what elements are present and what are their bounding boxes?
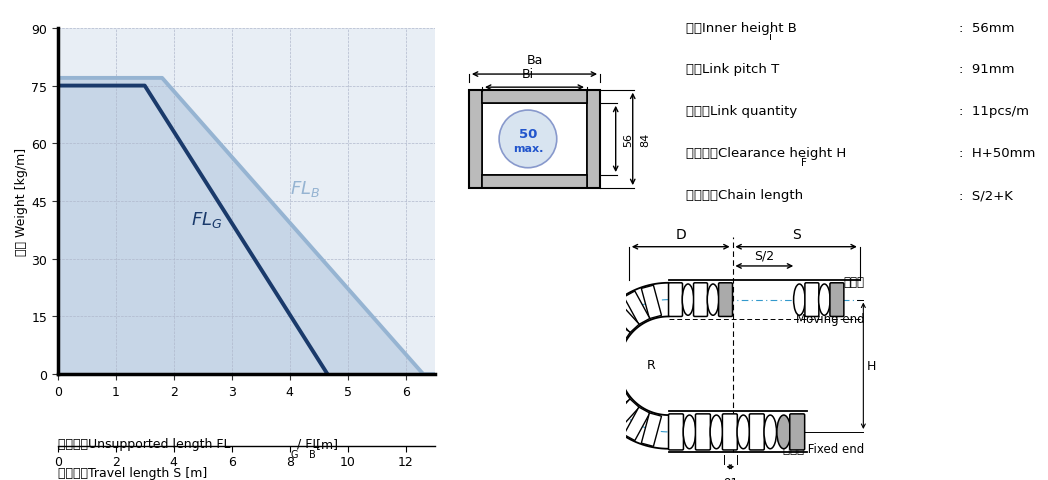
Text: 固定端 Fixed end: 固定端 Fixed end	[783, 442, 865, 455]
FancyBboxPatch shape	[719, 283, 733, 317]
Ellipse shape	[683, 415, 696, 449]
Bar	[470, 91, 599, 189]
Polygon shape	[641, 413, 661, 446]
Text: 节距Link pitch T: 节距Link pitch T	[686, 63, 780, 76]
Text: Moving end: Moving end	[795, 312, 865, 325]
Text: :  S/2+K: : S/2+K	[959, 189, 1012, 202]
Text: B: B	[309, 449, 315, 459]
Text: 内高Inner height B: 内高Inner height B	[686, 22, 798, 35]
FancyBboxPatch shape	[669, 414, 683, 450]
Text: D: D	[675, 227, 686, 241]
Text: F: F	[801, 157, 807, 168]
FancyBboxPatch shape	[722, 414, 738, 450]
FancyBboxPatch shape	[830, 283, 844, 317]
Text: 行程长度Travel length S [m]: 行程长度Travel length S [m]	[58, 466, 206, 479]
FancyBboxPatch shape	[696, 414, 711, 450]
Text: :  56mm: : 56mm	[959, 22, 1014, 35]
Bar	[470, 91, 599, 189]
FancyBboxPatch shape	[790, 414, 805, 450]
Text: R: R	[647, 359, 656, 372]
Text: / FL: / FL	[293, 437, 320, 450]
Text: max.: max.	[512, 144, 543, 154]
Bar	[482, 91, 587, 104]
Polygon shape	[597, 315, 630, 343]
Polygon shape	[641, 286, 661, 319]
Text: 56: 56	[624, 132, 634, 146]
Text: 84: 84	[640, 132, 651, 147]
Text: 91: 91	[723, 476, 738, 480]
Polygon shape	[624, 407, 650, 441]
Text: S: S	[791, 227, 801, 241]
Polygon shape	[590, 378, 624, 400]
Polygon shape	[597, 389, 630, 417]
Text: 架空长度Unsupported length FL: 架空长度Unsupported length FL	[58, 437, 231, 450]
FancyBboxPatch shape	[669, 283, 682, 317]
FancyBboxPatch shape	[749, 414, 764, 450]
Ellipse shape	[682, 284, 694, 316]
Text: 安装高度Clearance height H: 安装高度Clearance height H	[686, 147, 847, 160]
Text: 链节数Link quantity: 链节数Link quantity	[686, 105, 798, 118]
Polygon shape	[587, 350, 619, 366]
Polygon shape	[609, 301, 639, 333]
Ellipse shape	[793, 284, 805, 316]
Text: 拖链长度Chain length: 拖链长度Chain length	[686, 189, 804, 202]
Text: $\mathit{FL}_B$: $\mathit{FL}_B$	[290, 179, 320, 199]
Polygon shape	[609, 399, 639, 431]
FancyBboxPatch shape	[805, 283, 818, 317]
Text: :  91mm: : 91mm	[959, 63, 1014, 76]
Ellipse shape	[764, 415, 777, 449]
Text: [m]: [m]	[312, 437, 339, 450]
Ellipse shape	[737, 415, 749, 449]
Bar	[470, 91, 482, 189]
Text: 50: 50	[519, 127, 538, 140]
Text: S/2: S/2	[755, 249, 774, 262]
Text: :  11pcs/m: : 11pcs/m	[959, 105, 1029, 118]
Polygon shape	[624, 291, 650, 325]
Text: i: i	[769, 32, 772, 42]
FancyBboxPatch shape	[694, 283, 707, 317]
Text: H: H	[867, 360, 876, 372]
Text: Bi: Bi	[522, 68, 534, 81]
Bar	[482, 104, 587, 176]
Circle shape	[499, 111, 556, 168]
Ellipse shape	[818, 284, 830, 316]
Ellipse shape	[707, 284, 719, 316]
Ellipse shape	[711, 415, 723, 449]
Bar	[482, 176, 587, 189]
Text: $\mathit{FL}_G$: $\mathit{FL}_G$	[191, 210, 222, 229]
Text: :  H+50mm: : H+50mm	[959, 147, 1035, 160]
Text: 移动端: 移动端	[844, 275, 865, 288]
Polygon shape	[587, 366, 619, 382]
Text: G: G	[290, 449, 298, 459]
Bar	[587, 91, 599, 189]
Polygon shape	[590, 332, 624, 354]
Y-axis label: 负载 Weight [kg/m]: 负载 Weight [kg/m]	[16, 148, 28, 255]
Text: Ba: Ba	[526, 54, 543, 67]
Ellipse shape	[777, 415, 790, 449]
